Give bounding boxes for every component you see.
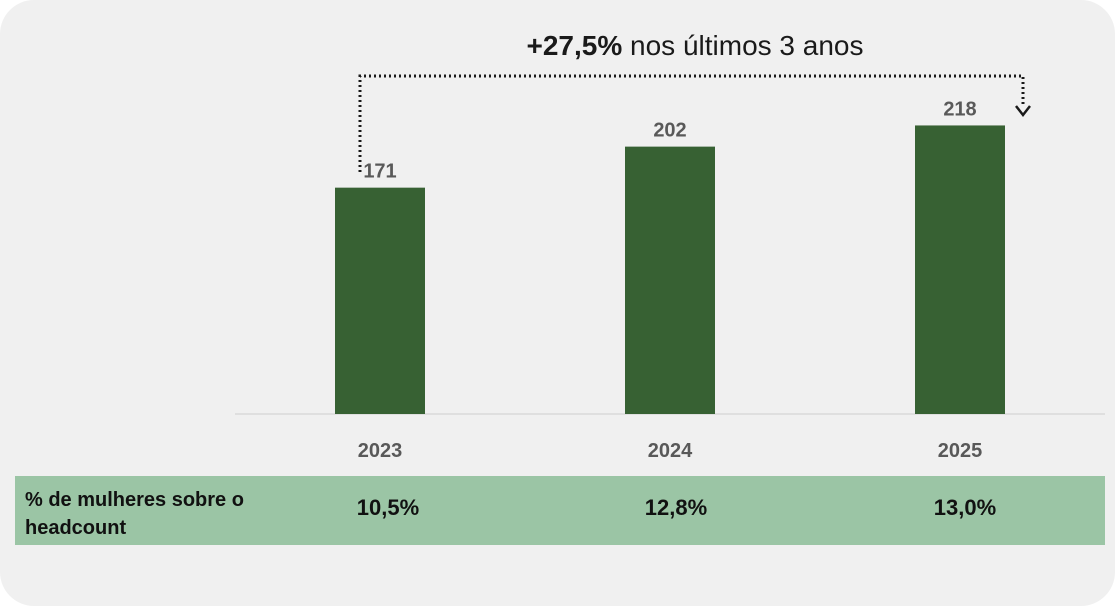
women-share-label: % de mulheres sobre o headcount — [25, 489, 244, 539]
data-label-2024: 202 — [653, 120, 686, 142]
women-share-band: % de mulheres sobre o headcount 10,5% 12… — [15, 476, 1105, 545]
data-label-2025: 218 — [943, 98, 976, 120]
x-tick-label-2024: 2024 — [648, 440, 693, 462]
x-tick-label-2025: 2025 — [938, 440, 983, 462]
bar-2025 — [915, 125, 1005, 415]
growth-period-text: nos últimos 3 anos — [622, 30, 864, 61]
bar-2023 — [335, 187, 425, 414]
x-tick-label-2023: 2023 — [358, 440, 403, 462]
bar-2024 — [625, 146, 715, 414]
women-share-2025: 13,0% — [933, 495, 997, 520]
women-share-2023: 10,5% — [356, 495, 420, 520]
growth-headline: +27,5% nos últimos 3 anos — [360, 30, 1030, 62]
growth-percentage: +27,5% — [526, 30, 623, 61]
arrow-down-icon — [1015, 105, 1031, 118]
women-share-2024: 12,8% — [644, 495, 708, 520]
data-label-2023: 171 — [363, 161, 396, 183]
